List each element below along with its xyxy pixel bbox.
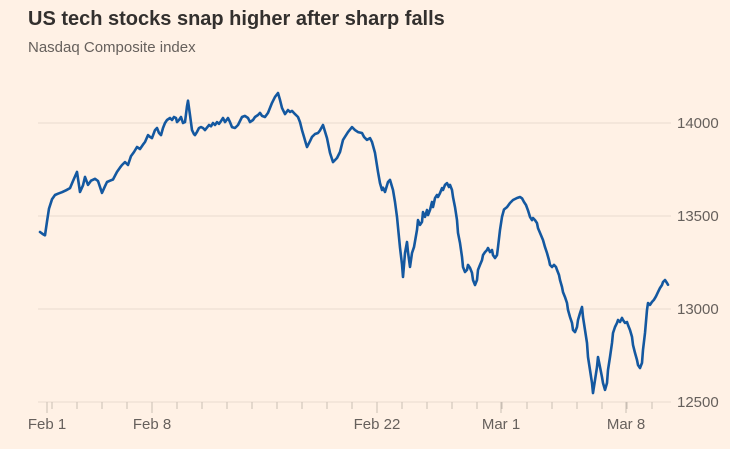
page-title: US tech stocks snap higher after sharp f… [28,8,445,30]
x-axis-labels: Feb 1 Feb 8 Feb 22 Mar 1 Mar 8 [28,416,645,433]
y-axis-labels: 12500 13000 13500 14000 [677,115,719,411]
x-axis-label: Mar 1 [482,416,520,433]
x-axis-label: Feb 1 [28,416,66,433]
y-axis-label: 12500 [677,394,719,411]
y-axis-label: 13000 [677,301,719,318]
x-axis-ticks [46,402,653,413]
chart-subtitle: Nasdaq Composite index [28,39,196,56]
price-line [38,91,670,395]
y-axis-label: 14000 [677,115,719,132]
x-axis-label: Mar 8 [607,416,645,433]
y-axis-label: 13500 [677,208,719,225]
x-axis-label: Feb 22 [354,416,401,433]
x-axis-label: Feb 8 [133,416,171,433]
gridlines [38,122,671,403]
